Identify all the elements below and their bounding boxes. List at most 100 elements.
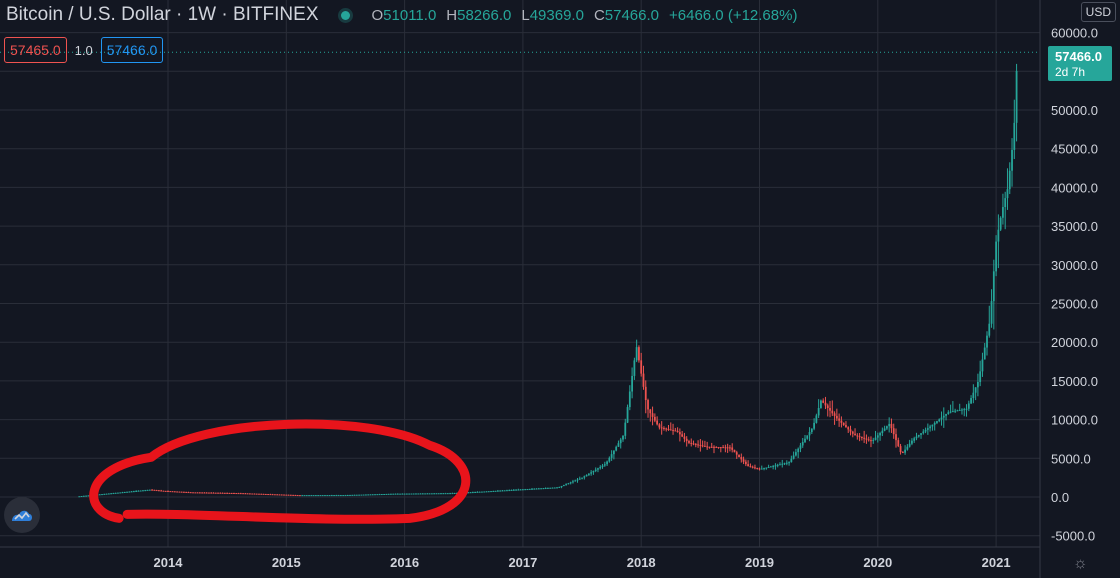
market-status-indicator (340, 10, 350, 20)
candle-body (180, 491, 183, 493)
candle-body (904, 449, 906, 453)
candle-body (972, 392, 975, 399)
candle-body (230, 492, 233, 494)
candle-body (1008, 170, 1011, 190)
chart-legend: Bitcoin / U.S. Dollar · 1W · BITFINEX O5… (6, 3, 797, 27)
candle-body (212, 492, 215, 494)
candle-body (920, 433, 922, 435)
candle-body (512, 489, 515, 491)
candle-body (615, 446, 618, 451)
candle-body (155, 490, 158, 492)
candle-body (847, 427, 850, 430)
candle-body (540, 488, 542, 490)
candle-body (478, 491, 481, 493)
candle-body (519, 489, 522, 491)
candle-body (631, 375, 633, 392)
y-tick-label: 30000.0 (1051, 258, 1098, 273)
candle-body (585, 474, 588, 477)
x-tick-label: 2017 (508, 555, 537, 570)
candle-body (592, 470, 595, 473)
candle-body (949, 411, 952, 413)
candle-body (879, 433, 881, 436)
candle-body (142, 490, 144, 492)
candle-body (961, 409, 963, 411)
candle-body (967, 403, 970, 409)
candle-body (522, 489, 524, 491)
candle-body (833, 413, 836, 416)
candle-body (610, 454, 613, 458)
candle-body (492, 490, 495, 492)
tradingview-cloud-icon[interactable] (4, 497, 40, 533)
symbol-title[interactable]: Bitcoin / U.S. Dollar · 1W · BITFINEX (6, 4, 319, 25)
candle-body (724, 447, 727, 449)
candle-body (808, 432, 811, 436)
candle-body (355, 494, 358, 496)
x-tick-label: 2021 (982, 555, 1011, 570)
candle-body (956, 410, 959, 412)
sell-button[interactable]: 57465.0 (4, 37, 67, 63)
candle-body (255, 493, 258, 495)
candle-body (474, 491, 477, 493)
y-tick-label: 35000.0 (1051, 219, 1098, 234)
buy-button[interactable]: 57466.0 (100, 37, 164, 63)
candle-body (1006, 189, 1009, 199)
candle-body (365, 494, 367, 496)
trade-panel: 57465.0 1.0 57466.0 (4, 37, 164, 63)
candle-body (553, 487, 556, 489)
candle-body (301, 495, 304, 497)
candle-body (1011, 149, 1013, 171)
candle-body (264, 493, 267, 495)
candle-body (524, 489, 527, 491)
candle-body (644, 386, 647, 401)
candle-body (164, 490, 167, 492)
candle-body (581, 477, 583, 479)
candle-body (371, 494, 374, 496)
candle-body (717, 447, 720, 449)
gear-icon[interactable]: ☼ (1073, 555, 1088, 572)
candle-body (144, 490, 147, 492)
candle-body (626, 407, 629, 423)
candle-body (146, 489, 149, 491)
candle-body (383, 493, 386, 495)
candle-body (417, 493, 420, 495)
candle-body (769, 466, 772, 468)
candle-body (346, 495, 349, 497)
candle-body (779, 464, 781, 466)
candle-body (326, 495, 329, 497)
candle-body (842, 422, 845, 426)
freehand-annotation[interactable] (89, 419, 471, 524)
candle-body (965, 408, 968, 410)
candle-body (358, 494, 360, 496)
candle-body (1015, 70, 1018, 123)
candle-body (185, 491, 188, 493)
candle-body (992, 271, 995, 302)
candle-body (148, 489, 151, 491)
candle-body (335, 495, 338, 497)
quantity-value[interactable]: 1.0 (74, 42, 93, 58)
candle-body (317, 495, 320, 497)
candle-body (192, 492, 194, 494)
candle-body (394, 493, 397, 495)
currency-selector[interactable]: USD (1080, 2, 1116, 22)
candle-body (758, 468, 761, 470)
candle-body (496, 490, 499, 492)
candle-body (619, 439, 622, 444)
candle-body (699, 444, 702, 446)
candle-body (80, 496, 83, 498)
candle-body (685, 438, 688, 442)
candle-body (103, 493, 106, 495)
candle-body (740, 456, 743, 460)
high-value: 58266.0 (457, 6, 512, 24)
candle-body (647, 400, 649, 410)
candle-body (392, 493, 395, 495)
candle-body (742, 459, 745, 462)
candle-body (467, 492, 470, 494)
candle-body (456, 492, 458, 494)
candle-body (990, 301, 993, 324)
candle-body (319, 495, 322, 497)
candle-body (558, 486, 561, 488)
candle-body (517, 489, 520, 491)
candle-body (574, 480, 577, 482)
candle-body (176, 491, 178, 493)
